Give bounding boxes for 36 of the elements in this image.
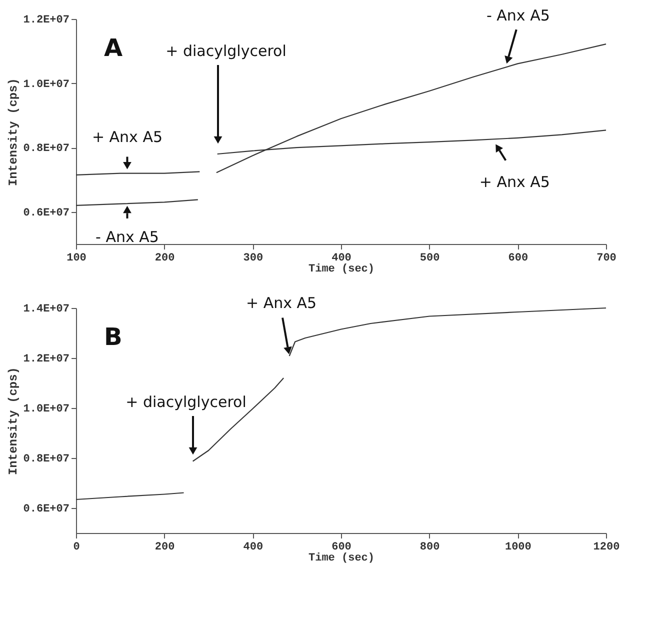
x-tick-label: 600 xyxy=(508,252,528,264)
annotation: - Anx A5 xyxy=(96,228,159,246)
x-tick-label: 0 xyxy=(73,542,80,554)
x-tick-label: 1200 xyxy=(593,542,620,554)
x-tick-label: 500 xyxy=(420,252,440,264)
y-axis-title: Intensity (cps) xyxy=(6,78,20,186)
x-tick-label: 600 xyxy=(332,542,352,554)
y-tick-label: 1.2E+07 xyxy=(23,14,70,26)
y-tick-label: 0.8E+07 xyxy=(23,143,70,156)
annotation: + diacylglycerol xyxy=(166,42,286,60)
annotation: + diacylglycerol xyxy=(126,393,246,411)
annotation: - Anx A5 xyxy=(486,6,550,24)
x-tick-label: 200 xyxy=(154,252,175,264)
y-tick-label: 0.8E+07 xyxy=(23,454,70,466)
y-tick-label: 1.0E+07 xyxy=(23,78,70,91)
annotation: + Anx A5 xyxy=(92,128,163,146)
x-tick-label: 800 xyxy=(420,542,440,554)
y-tick-label: 1.2E+07 xyxy=(23,354,70,366)
x-tick-label: 1000 xyxy=(504,542,532,554)
annotation: A xyxy=(104,34,123,62)
x-axis-title: Time (sec) xyxy=(308,552,375,564)
x-tick-label: 200 xyxy=(154,542,175,554)
y-tick-label: 1.0E+07 xyxy=(23,404,70,416)
y-tick-label: 0.6E+07 xyxy=(23,207,70,220)
x-tick-label: 300 xyxy=(243,252,264,264)
x-tick-label: 100 xyxy=(66,252,86,264)
y-tick-label: 0.6E+07 xyxy=(23,504,70,516)
x-tick-label: 400 xyxy=(243,542,264,554)
annotation: + Anx A5 xyxy=(479,172,550,191)
x-tick-label: 400 xyxy=(332,252,352,264)
annotation: B xyxy=(104,323,122,351)
annotation: + Anx A5 xyxy=(246,294,317,312)
y-axis-title: Intensity (cps) xyxy=(6,366,20,476)
y-tick-label: 1.4E+07 xyxy=(23,304,70,316)
x-axis-title: Time (sec) xyxy=(308,264,375,276)
x-tick-label: 700 xyxy=(596,252,616,264)
